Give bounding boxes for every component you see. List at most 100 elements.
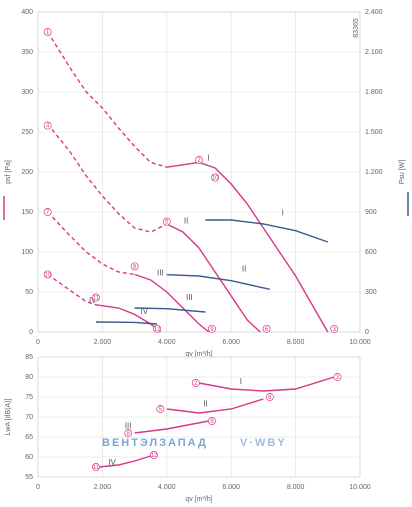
y-tick-label: 85 (25, 354, 33, 361)
point-marker-label: 8 (133, 264, 137, 270)
point-marker (153, 324, 162, 333)
series-line (99, 454, 155, 468)
series-line (134, 307, 206, 313)
series-line (205, 219, 329, 243)
curve-label: III (186, 293, 193, 302)
point-marker-label: 8 (126, 431, 130, 437)
series-line (47, 123, 168, 233)
point-marker (333, 373, 342, 381)
point-marker (43, 270, 52, 279)
series-line (95, 321, 158, 325)
curve-label: IV (108, 458, 116, 467)
point-marker-label: 2 (194, 381, 198, 387)
series-line (134, 273, 210, 333)
point-marker (262, 324, 271, 333)
x-tick-label: 2.000 (94, 484, 112, 491)
series-line (47, 273, 97, 306)
y2-axis-title: Psu [W] (399, 160, 406, 185)
x-tick-label: 6.000 (222, 484, 240, 491)
y2-tick-label: 1.500 (365, 129, 383, 136)
x-tick-label: 8.000 (287, 339, 305, 346)
series-line (47, 31, 167, 168)
point-marker (330, 324, 339, 333)
series-line (166, 398, 264, 414)
y-tick-label: 0 (29, 329, 33, 336)
x-tick-label: 4.000 (158, 484, 176, 491)
point-marker (43, 28, 52, 36)
point-marker (43, 121, 52, 130)
point-marker-label: 10 (44, 272, 51, 278)
point-marker-label: 9 (210, 419, 214, 425)
curve-label: I (240, 377, 242, 386)
code: 83365 (353, 18, 360, 38)
point-marker-label: 6 (268, 395, 272, 401)
curve-label: III (157, 269, 164, 278)
series-line (198, 376, 335, 392)
point-marker-label: 5 (165, 220, 169, 226)
point-marker-label: 12 (154, 327, 161, 333)
point-marker-label: 9 (210, 327, 214, 333)
point-marker (124, 429, 133, 437)
y-tick-label: 150 (21, 209, 33, 216)
y-tick-label: 100 (21, 249, 33, 256)
point-marker-label: 11 (93, 465, 100, 471)
y2-tick-label: 2.400 (365, 9, 383, 16)
point-marker-label: 11 (93, 296, 100, 302)
point-marker-label: 3 (333, 327, 337, 333)
point-marker (149, 451, 158, 459)
point-marker-label: 7 (46, 210, 50, 216)
watermark: ВЕНТЭЛЗАПАД (102, 437, 208, 449)
curve-label: II (184, 217, 188, 226)
curve-label: I (208, 154, 210, 163)
point-marker-label: 12 (151, 453, 158, 459)
point-marker (92, 463, 100, 471)
y-tick-label: 75 (25, 394, 33, 401)
point-marker-label: 6 (265, 327, 269, 333)
curve-label: I (282, 208, 284, 217)
series-line (166, 161, 329, 333)
y-tick-label: 80 (25, 374, 33, 381)
point-marker (207, 324, 216, 333)
y2-tick-label: 2.100 (365, 49, 383, 56)
y-tick-label: 60 (25, 454, 33, 461)
y2-tick-label: 900 (365, 209, 377, 216)
series-line (47, 211, 135, 276)
point-marker (211, 173, 220, 182)
y-tick-label: 65 (25, 434, 33, 441)
x-tick-label: 8.000 (287, 484, 305, 491)
x-tick-label: 10.000 (349, 484, 371, 491)
series-line (166, 274, 270, 290)
y-tick-label: 55 (25, 474, 33, 481)
point-marker-label: 10 (212, 176, 219, 182)
x-axis-title: qv [m³/h] (185, 496, 212, 503)
point-marker (207, 417, 216, 425)
y-tick-label: 400 (21, 9, 33, 16)
y2-tick-label: 1.200 (365, 169, 383, 176)
x-tick-label: 0 (36, 339, 40, 346)
point-marker (191, 379, 200, 387)
point-marker (130, 262, 139, 271)
point-marker (43, 208, 52, 216)
y-axis-title: psf [Pa] (5, 160, 12, 184)
point-marker (265, 393, 274, 401)
series-line (134, 420, 209, 434)
curve-label: II (203, 399, 207, 408)
y-tick-label: 350 (21, 49, 33, 56)
point-marker-label: 3 (336, 375, 340, 381)
point-marker-label: 5 (159, 407, 163, 413)
y-tick-label: 200 (21, 169, 33, 176)
y2-tick-label: 600 (365, 249, 377, 256)
x-axis-title: qv [m³/h] (185, 351, 212, 358)
watermark: V·WBY (240, 437, 287, 449)
point-marker (162, 217, 171, 226)
series-line (166, 223, 261, 333)
y2-tick-label: 300 (365, 289, 377, 296)
y-tick-label: 50 (25, 289, 33, 296)
curve-label: IV (89, 296, 97, 305)
curve-label: III (125, 421, 132, 430)
y-tick-label: 250 (21, 129, 33, 136)
point-marker-label: 1 (46, 30, 50, 36)
curve-label: IV (140, 307, 148, 316)
